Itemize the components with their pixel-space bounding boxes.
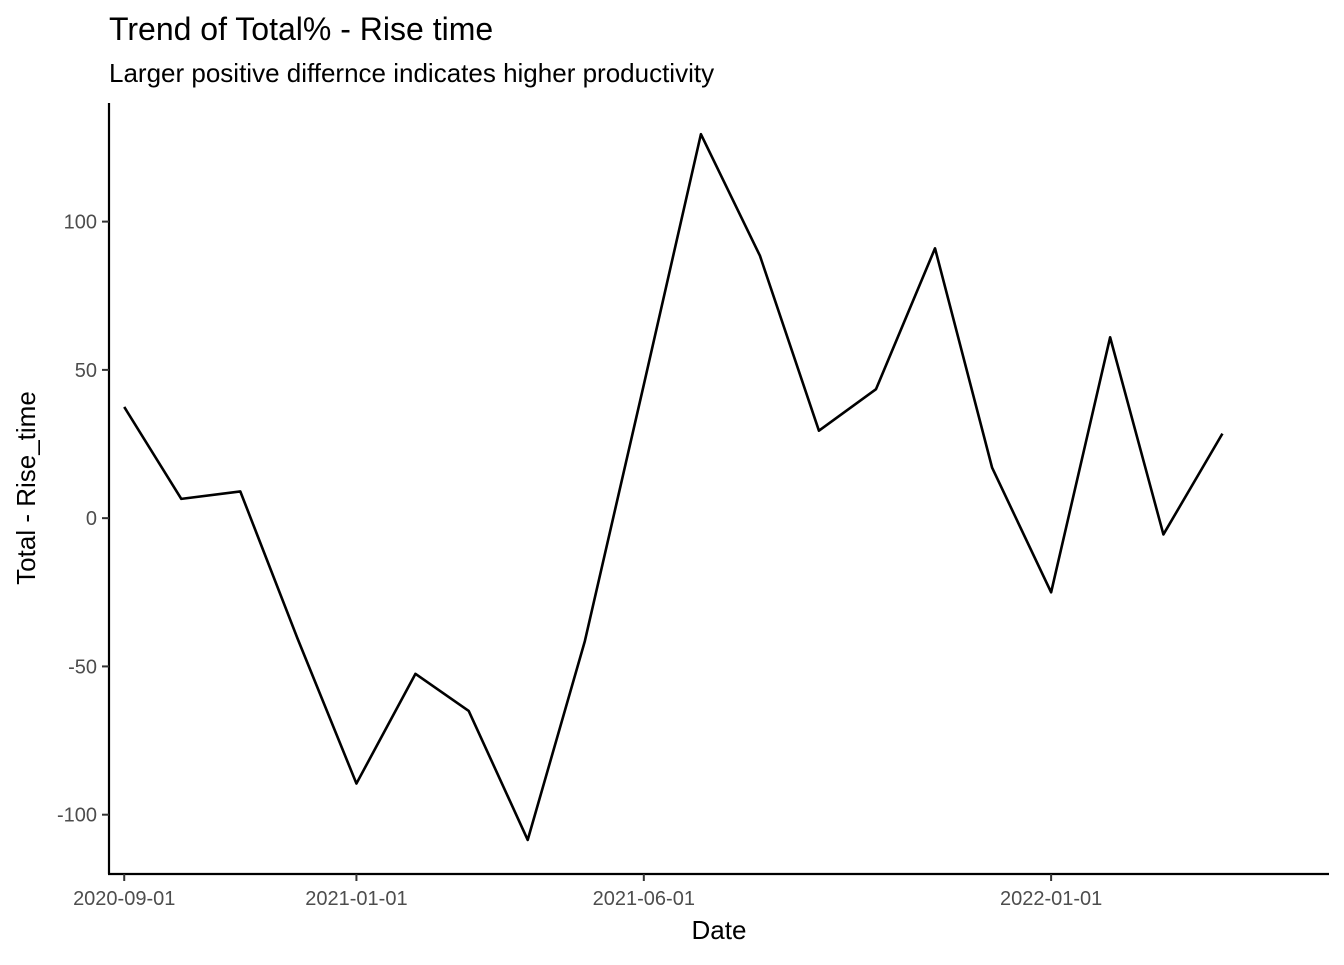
x-axis-ticks: 2020-09-01 2021-01-01 2021-06-01 2022-01-01 xyxy=(73,874,1102,910)
y-tick-label: 100 xyxy=(64,212,97,234)
x-tick-label: 2020-09-01 xyxy=(73,888,175,910)
y-axis-ticks: -100 -50 0 50 100 xyxy=(57,212,109,827)
y-tick-label: 50 xyxy=(75,360,97,382)
x-tick-label: 2022-01-01 xyxy=(1000,888,1102,910)
chart-subtitle: Larger positive differnce indicates high… xyxy=(109,58,714,88)
y-tick-label: -100 xyxy=(57,805,97,827)
x-tick-label: 2021-06-01 xyxy=(593,888,695,910)
y-tick-label: -50 xyxy=(68,656,97,678)
x-axis-label: Date xyxy=(692,915,747,945)
y-axis-label: Total - Rise_time xyxy=(11,391,41,585)
y-tick-label: 0 xyxy=(86,508,97,530)
plot-area xyxy=(123,132,1224,842)
series-line-0 xyxy=(123,132,1224,842)
chart-title: Trend of Total% - Rise time xyxy=(109,11,493,47)
x-tick-label: 2021-01-01 xyxy=(305,888,407,910)
